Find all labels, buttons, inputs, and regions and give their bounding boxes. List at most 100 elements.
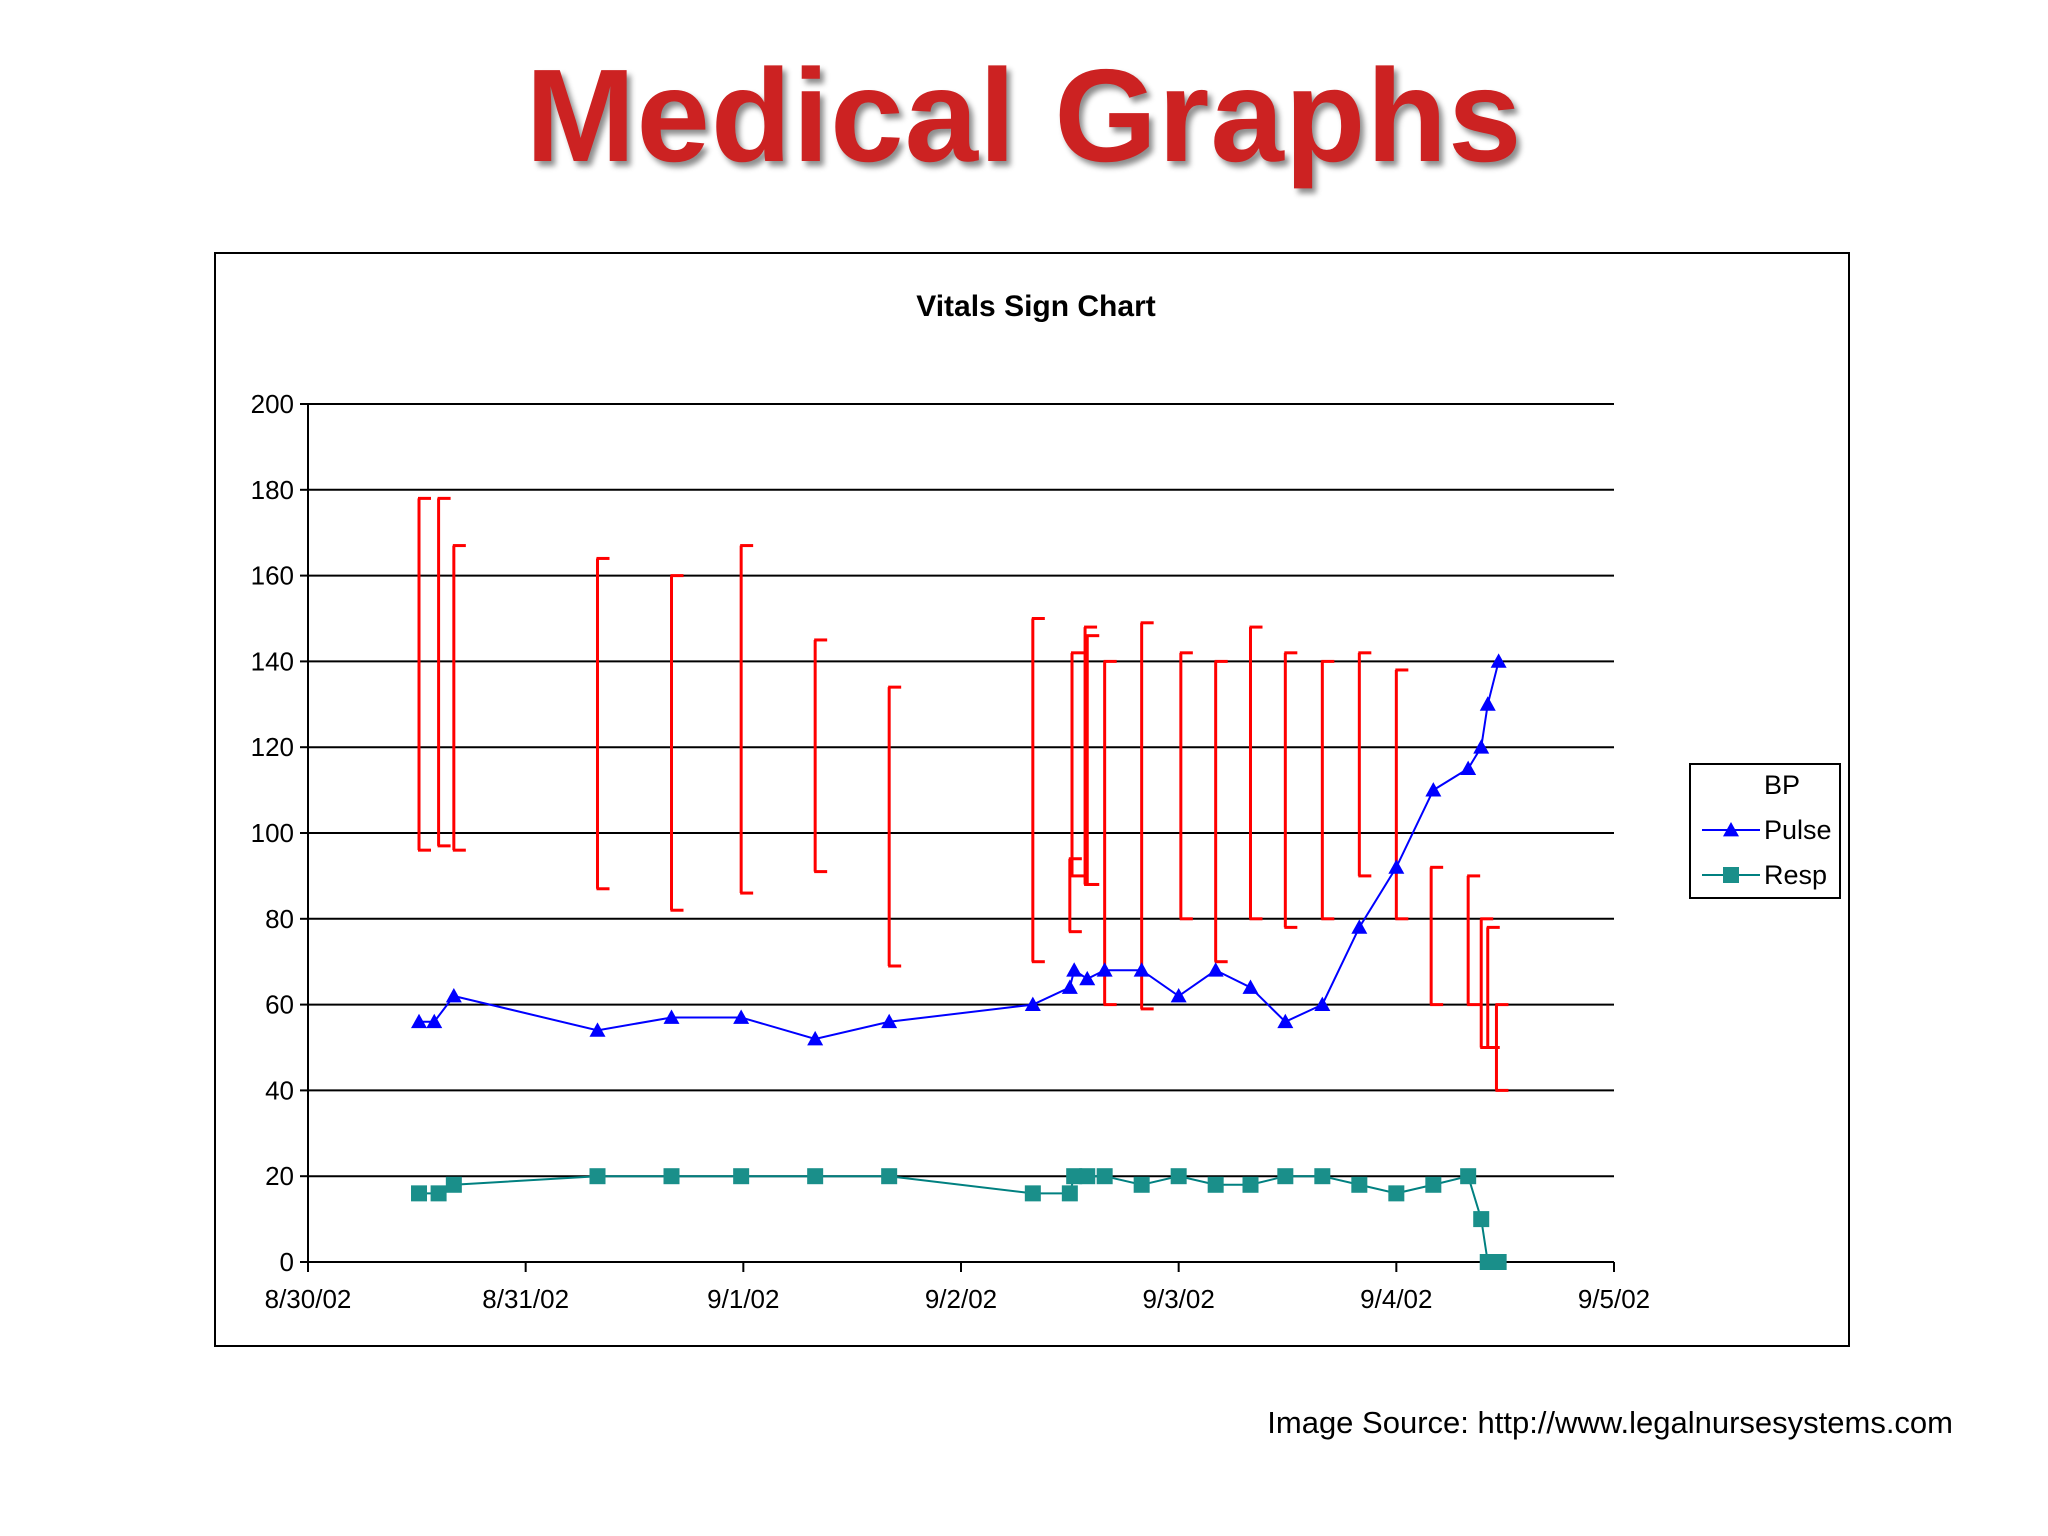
bp-bar <box>813 638 828 874</box>
chart-title: Vitals Sign Chart <box>916 290 1156 323</box>
resp-point <box>1207 1176 1224 1193</box>
y-tick-label: 40 <box>265 1075 294 1105</box>
pulse-point <box>426 1013 443 1029</box>
pulse-line <box>419 661 1500 1040</box>
resp-point <box>1490 1254 1507 1270</box>
pulse-point <box>1079 970 1096 986</box>
pulse-point <box>1490 653 1507 668</box>
resp-point <box>1388 1185 1405 1202</box>
resp-point <box>1473 1211 1490 1228</box>
slide-title: Medical Graphs <box>525 42 1523 189</box>
bp-bar <box>1031 617 1045 964</box>
y-tick-label: 100 <box>251 818 294 848</box>
gridlines <box>308 403 1614 1178</box>
resp-point <box>807 1168 824 1185</box>
resp-point <box>430 1185 447 1202</box>
resp-point <box>733 1168 750 1185</box>
resp-point <box>411 1185 428 1202</box>
resp-point <box>1425 1176 1442 1193</box>
resp-point <box>589 1168 606 1185</box>
bp-bar <box>1214 659 1228 964</box>
pulse-point <box>807 1030 824 1046</box>
y-tick-label: 180 <box>251 475 294 505</box>
resp-line <box>419 1175 1499 1263</box>
legend-item: Resp <box>1702 860 1827 890</box>
bp-bar <box>1179 651 1193 921</box>
bp-bar <box>1070 651 1085 878</box>
legend-item: Pulse <box>1702 815 1832 845</box>
axes: 0 20 40 60 80 100 120 140 160 180 200 8/30/02 8/31/0… <box>251 389 1651 1314</box>
pulse-point <box>445 988 462 1003</box>
legend-label: Resp <box>1764 860 1827 890</box>
y-tick-label: 80 <box>265 904 294 934</box>
pulse-point <box>1460 760 1477 776</box>
bp-bar <box>452 544 466 852</box>
pulse-point <box>1351 919 1368 934</box>
pulse-point <box>1425 782 1442 797</box>
pulse-point <box>733 1009 750 1024</box>
pulse-point <box>881 1013 898 1029</box>
legend-item: BP <box>1764 770 1800 800</box>
y-tick-label: 120 <box>251 732 294 762</box>
bp-bar <box>1248 625 1263 921</box>
legend-label: BP <box>1764 770 1800 800</box>
resp-series <box>411 1168 1507 1270</box>
resp-point <box>1351 1176 1368 1193</box>
bp-bar <box>1283 651 1298 929</box>
image-source: Image Source: http://www.legalnursesyste… <box>1267 1405 1953 1440</box>
pulse-point <box>1133 962 1150 977</box>
y-tick-label: 20 <box>265 1161 294 1191</box>
pulse-point <box>411 1013 428 1029</box>
x-tick-label: 9/3/02 <box>1143 1284 1215 1314</box>
resp-point <box>1133 1176 1150 1193</box>
pulse-point <box>1242 979 1259 994</box>
resp-point <box>1242 1176 1259 1193</box>
pulse-point <box>1061 979 1078 994</box>
resp-point <box>1277 1168 1294 1185</box>
vitals-chart: Vitals Sign Chart 0 20 40 60 80 100 120 140 160 1… <box>251 290 1841 1314</box>
chart-frame: Vitals Sign Chart 0 20 40 60 80 100 120 140 160 1… <box>214 252 1850 1347</box>
resp-point <box>881 1168 898 1185</box>
y-tick-label: 160 <box>251 561 294 591</box>
resp-point <box>1314 1168 1331 1185</box>
bp-bar <box>595 556 610 891</box>
bp-bar <box>437 496 451 848</box>
legend-square-marker <box>1723 867 1739 883</box>
pulse-point <box>1479 696 1496 711</box>
legend-label: Pulse <box>1764 815 1832 845</box>
resp-point <box>1066 1168 1083 1185</box>
bp-bar <box>1103 659 1117 1007</box>
y-tick-label: 0 <box>280 1247 294 1277</box>
bp-bar <box>1357 651 1372 878</box>
y-tick-label: 200 <box>251 389 294 419</box>
pulse-point <box>1473 739 1490 754</box>
pulse-point <box>1388 859 1405 874</box>
bp-bar <box>1140 621 1154 1011</box>
resp-point <box>1024 1185 1041 1202</box>
x-tick-label: 9/4/02 <box>1360 1284 1432 1314</box>
pulse-point <box>1024 996 1041 1011</box>
pulse-point <box>1170 988 1187 1003</box>
resp-point <box>1061 1185 1078 1202</box>
bp-bar <box>1429 865 1444 1007</box>
x-tick-label: 8/30/02 <box>265 1284 352 1314</box>
resp-point <box>1096 1168 1113 1185</box>
y-tick-label: 140 <box>251 646 294 676</box>
resp-point <box>1460 1168 1477 1185</box>
y-tick-label: 60 <box>265 990 294 1020</box>
pulse-point <box>1277 1013 1294 1029</box>
bp-bar <box>1494 1003 1509 1092</box>
resp-point <box>1170 1168 1187 1185</box>
bp-bar <box>739 544 754 895</box>
pulse-series <box>411 653 1507 1046</box>
x-tick-label: 9/2/02 <box>925 1284 997 1314</box>
legend-triangle-marker <box>1723 822 1739 837</box>
bp-bar <box>1320 659 1335 921</box>
pulse-point <box>1314 996 1331 1011</box>
resp-point <box>1079 1168 1096 1185</box>
x-tick-label: 8/31/02 <box>482 1284 569 1314</box>
pulse-point <box>1066 962 1083 977</box>
bp-bar <box>1085 634 1100 886</box>
pulse-point <box>589 1022 606 1037</box>
bp-bar <box>1466 874 1481 1007</box>
